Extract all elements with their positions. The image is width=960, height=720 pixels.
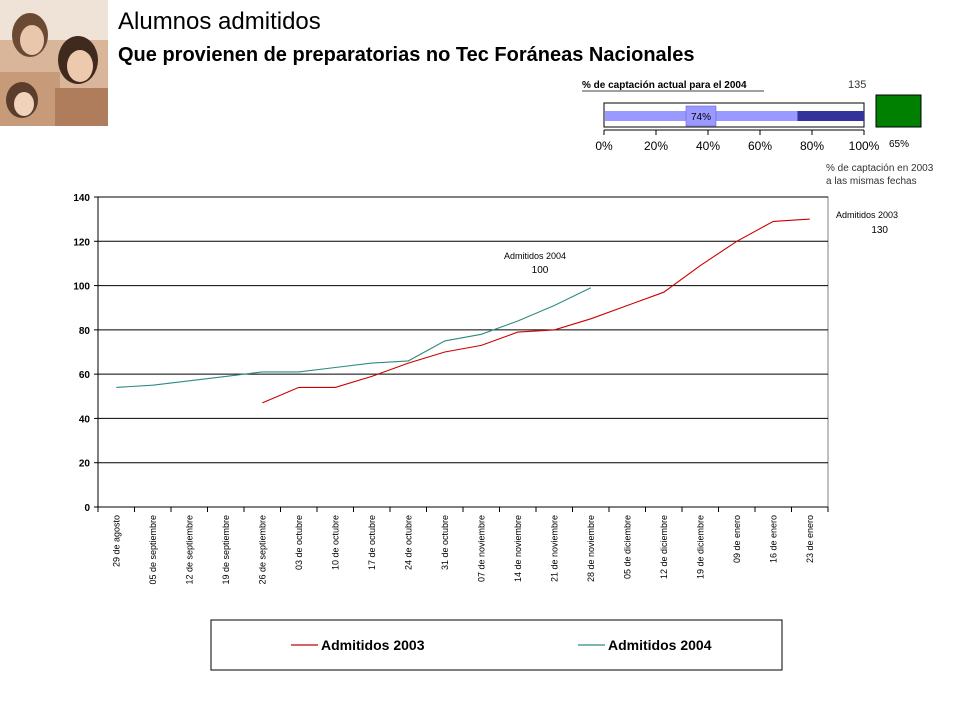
x-tick-label: 09 de enero bbox=[732, 515, 742, 563]
annotation-2004-value: 100 bbox=[532, 265, 549, 276]
prev-year-value: 65% bbox=[889, 139, 909, 150]
x-tick-label: 17 de octubre bbox=[367, 515, 377, 570]
gauge-tick-label: 0% bbox=[595, 139, 613, 153]
legend-label-2004: Admitidos 2004 bbox=[608, 637, 712, 653]
gauge-current-label-box bbox=[685, 105, 717, 127]
prev-year-caption-line2: a las mismas fechas bbox=[826, 176, 917, 187]
gauge-tick-label: 100% bbox=[849, 139, 880, 153]
y-tick-label: 80 bbox=[79, 326, 91, 337]
x-tick-label: 24 de octubre bbox=[403, 515, 413, 570]
x-tick-label: 10 de octubre bbox=[330, 515, 340, 570]
capture-gauge: % de captación actual para el 2004 135 7… bbox=[582, 79, 934, 187]
y-tick-label: 0 bbox=[84, 503, 90, 514]
y-tick-label: 20 bbox=[79, 459, 91, 470]
y-tick-label: 40 bbox=[79, 414, 91, 425]
x-tick-label: 26 de septiembre bbox=[257, 515, 267, 585]
series-line-2003 bbox=[262, 218, 810, 404]
x-axis: 29 de agosto 05 de septiembre 12 de septie… bbox=[97, 506, 829, 585]
annotation-2003-value: 130 bbox=[871, 225, 888, 236]
x-tick-label: 05 de diciembre bbox=[622, 515, 632, 579]
gauge-target-value: 135 bbox=[848, 79, 866, 91]
gauge-tick-label: 40% bbox=[696, 139, 720, 153]
annotation-2004-label: Admitidos 2004 bbox=[504, 251, 566, 261]
x-tick-label: 12 de diciembre bbox=[659, 515, 669, 579]
students-photo bbox=[0, 0, 108, 126]
plot-area bbox=[97, 196, 829, 508]
annotation-2003-label: Admitidos 2003 bbox=[836, 210, 898, 220]
page-title: Alumnos admitidos bbox=[118, 8, 321, 35]
gauge-axis: 0% 20% 40% 60% 80% 100% bbox=[595, 129, 880, 153]
y-tick-label: 140 bbox=[73, 193, 90, 204]
x-tick-label: 21 de noviembre bbox=[549, 515, 559, 582]
prev-year-box bbox=[875, 94, 922, 128]
legend-label-2003: Admitidos 2003 bbox=[321, 637, 425, 653]
chart-annotations: Admitidos 2004 100 Admitidos 2003 130 bbox=[504, 210, 898, 276]
gauge-title: % de captación actual para el 2004 bbox=[582, 80, 747, 91]
series-line-2004 bbox=[116, 287, 592, 388]
gauge-tick-label: 80% bbox=[800, 139, 824, 153]
x-tick-label: 16 de enero bbox=[768, 515, 778, 563]
chart-series bbox=[116, 218, 810, 404]
x-tick-label: 14 de noviembre bbox=[513, 515, 523, 582]
gauge-tick-label: 20% bbox=[644, 139, 668, 153]
x-tick-label: 31 de octubre bbox=[440, 515, 450, 570]
x-tick-label: 29 de agosto bbox=[111, 515, 121, 567]
x-tick-label: 07 de noviembre bbox=[476, 515, 486, 582]
gauge-overflow-bar bbox=[797, 111, 864, 121]
y-axis: 0 20 40 60 80 100 120 140 bbox=[73, 193, 99, 514]
gauge-current-label: 74% bbox=[691, 112, 711, 123]
y-tick-label: 120 bbox=[73, 237, 90, 248]
y-tick-label: 60 bbox=[79, 370, 91, 381]
prev-year-caption-line1: % de captación en 2003 bbox=[826, 163, 934, 174]
x-tick-label: 05 de septiembre bbox=[148, 515, 158, 585]
x-tick-label: 19 de diciembre bbox=[695, 515, 705, 579]
page-subtitle: Que provienen de preparatorias no Tec Fo… bbox=[118, 44, 695, 66]
x-tick-label: 23 de enero bbox=[805, 515, 815, 563]
x-tick-label: 19 de septiembre bbox=[221, 515, 231, 585]
x-tick-label: 28 de noviembre bbox=[586, 515, 596, 582]
y-tick-label: 100 bbox=[73, 282, 90, 293]
gauge-tick-label: 60% bbox=[748, 139, 772, 153]
chart-grid bbox=[97, 196, 829, 508]
x-tick-label: 12 de septiembre bbox=[184, 515, 194, 585]
x-tick-label: 03 de octubre bbox=[294, 515, 304, 570]
